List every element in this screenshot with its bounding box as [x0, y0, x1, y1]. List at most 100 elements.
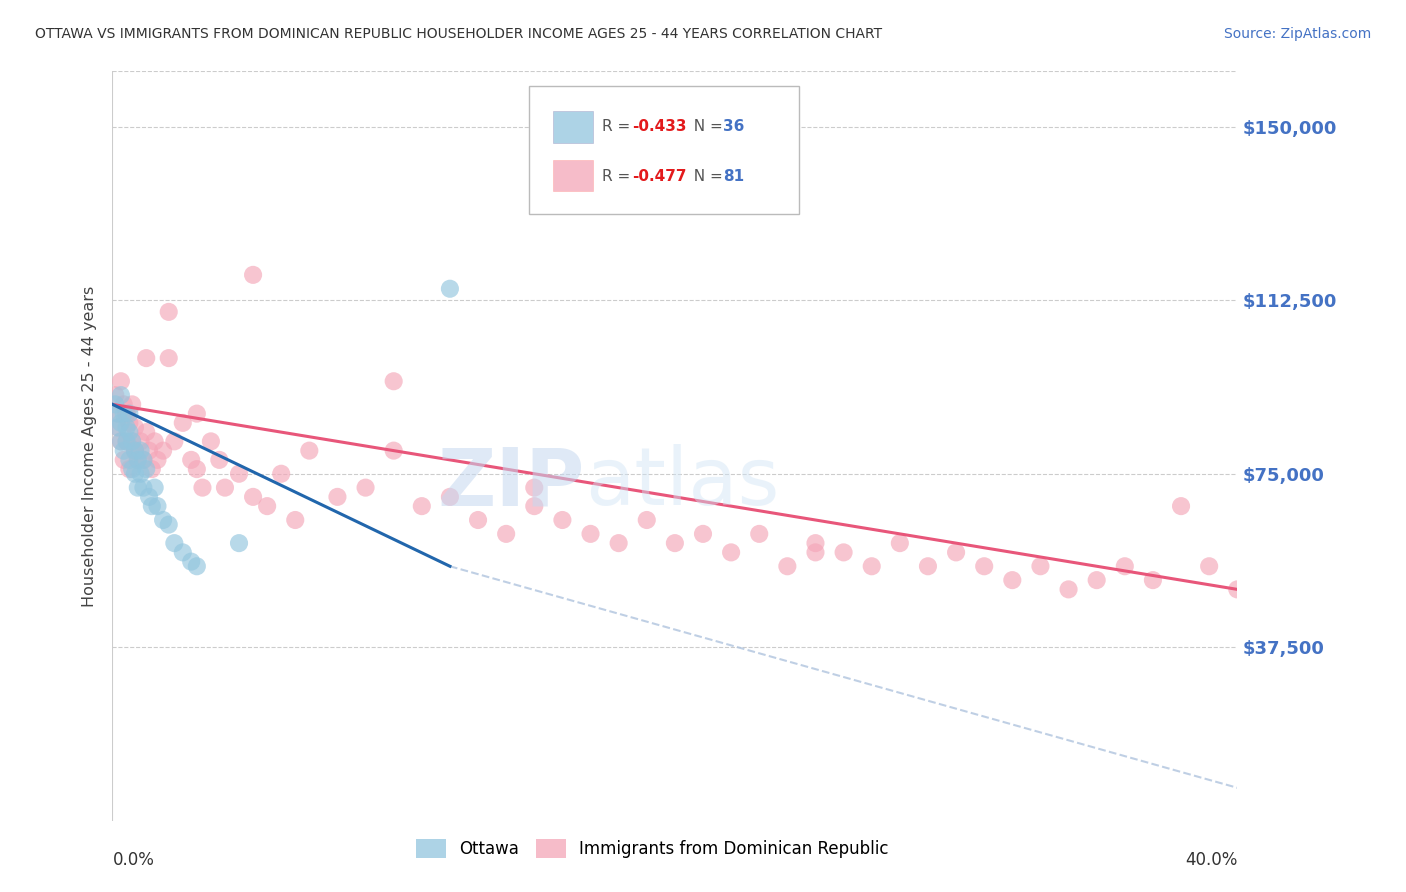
Point	[270, 467, 292, 481]
Point	[191, 481, 214, 495]
Point	[132, 453, 155, 467]
Point	[186, 559, 208, 574]
FancyBboxPatch shape	[554, 112, 593, 143]
Point	[382, 443, 405, 458]
Text: 81: 81	[723, 169, 744, 184]
Point	[354, 481, 377, 495]
Point	[115, 407, 138, 421]
Point	[124, 443, 146, 458]
Point	[110, 374, 132, 388]
Point	[256, 499, 278, 513]
Point	[152, 443, 174, 458]
Point	[135, 462, 157, 476]
FancyBboxPatch shape	[554, 160, 593, 191]
Point	[1114, 559, 1136, 574]
Point	[146, 453, 169, 467]
Point	[1029, 559, 1052, 574]
Point	[135, 351, 157, 365]
Point	[298, 443, 321, 458]
Point	[804, 536, 827, 550]
Point	[138, 443, 160, 458]
Point	[172, 545, 194, 559]
Point	[143, 481, 166, 495]
Point	[180, 555, 202, 569]
Point	[411, 499, 433, 513]
Point	[186, 407, 208, 421]
Point	[579, 527, 602, 541]
Point	[889, 536, 911, 550]
Point	[124, 467, 146, 481]
Point	[242, 490, 264, 504]
Point	[208, 453, 231, 467]
Point	[127, 453, 149, 467]
Point	[467, 513, 489, 527]
Point	[152, 513, 174, 527]
Point	[157, 517, 180, 532]
Point	[439, 282, 461, 296]
Point	[118, 453, 141, 467]
Point	[776, 559, 799, 574]
Point	[860, 559, 883, 574]
Point	[607, 536, 630, 550]
Point	[110, 434, 132, 449]
Point	[107, 407, 129, 421]
Point	[129, 434, 152, 449]
Point	[104, 388, 127, 402]
Text: R =: R =	[602, 169, 636, 184]
Text: 0.0%: 0.0%	[112, 851, 155, 869]
Point	[1142, 573, 1164, 587]
Point	[242, 268, 264, 282]
Point	[748, 527, 770, 541]
Point	[121, 434, 143, 449]
Point	[804, 545, 827, 559]
Point	[146, 499, 169, 513]
Point	[832, 545, 855, 559]
Point	[104, 397, 127, 411]
Point	[118, 425, 141, 439]
Point	[115, 434, 138, 449]
Point	[439, 490, 461, 504]
Point	[1198, 559, 1220, 574]
Text: OTTAWA VS IMMIGRANTS FROM DOMINICAN REPUBLIC HOUSEHOLDER INCOME AGES 25 - 44 YEA: OTTAWA VS IMMIGRANTS FROM DOMINICAN REPU…	[35, 27, 883, 41]
Text: ZIP: ZIP	[437, 444, 585, 523]
Point	[228, 536, 250, 550]
Point	[186, 462, 208, 476]
Point	[124, 420, 146, 434]
Point	[112, 407, 135, 421]
Point	[112, 453, 135, 467]
Point	[523, 481, 546, 495]
Point	[107, 420, 129, 434]
Point	[115, 420, 138, 434]
Legend: Ottawa, Immigrants from Dominican Republic: Ottawa, Immigrants from Dominican Republ…	[409, 832, 896, 864]
Point	[692, 527, 714, 541]
Point	[917, 559, 939, 574]
Point	[124, 443, 146, 458]
Point	[636, 513, 658, 527]
Point	[107, 420, 129, 434]
Point	[138, 490, 160, 504]
Point	[157, 351, 180, 365]
Point	[523, 499, 546, 513]
Point	[115, 407, 138, 421]
Point	[127, 481, 149, 495]
Point	[112, 397, 135, 411]
Text: N =: N =	[683, 169, 727, 184]
Y-axis label: Householder Income Ages 25 - 44 years: Householder Income Ages 25 - 44 years	[82, 285, 97, 607]
Point	[124, 443, 146, 458]
Point	[143, 434, 166, 449]
Point	[118, 407, 141, 421]
Point	[115, 434, 138, 449]
Point	[1001, 573, 1024, 587]
Text: -0.477: -0.477	[633, 169, 686, 184]
Point	[973, 559, 995, 574]
Point	[551, 513, 574, 527]
Point	[172, 416, 194, 430]
Text: R =: R =	[602, 120, 636, 135]
Point	[228, 467, 250, 481]
Point	[945, 545, 967, 559]
Point	[157, 305, 180, 319]
Point	[110, 416, 132, 430]
Text: atlas: atlas	[585, 444, 779, 523]
Point	[180, 453, 202, 467]
Text: Source: ZipAtlas.com: Source: ZipAtlas.com	[1223, 27, 1371, 41]
